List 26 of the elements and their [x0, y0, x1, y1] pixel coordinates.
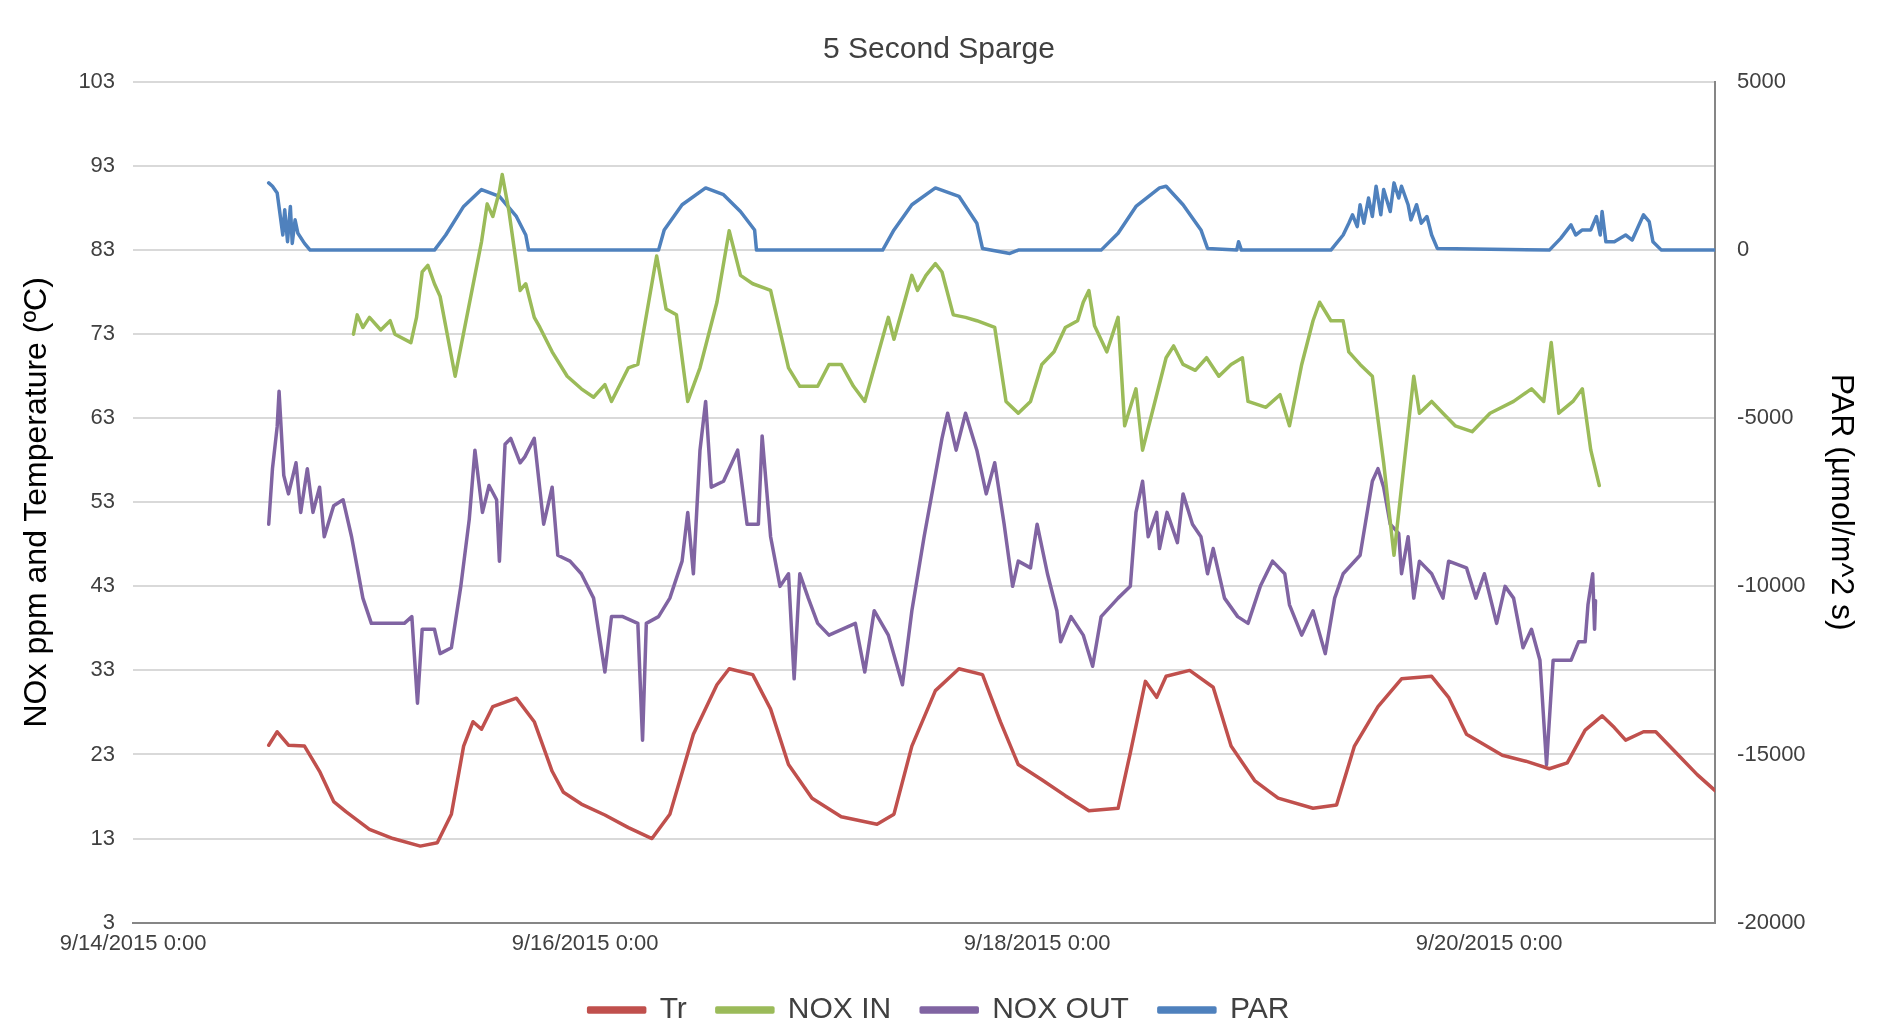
y2-tick-label: -15000 [1737, 740, 1806, 766]
y2-axis-title: PAR (µmol/m^2 s) [1824, 373, 1861, 631]
y-tick-label: 43 [90, 572, 116, 598]
chart-title: 5 Second Sparge [823, 31, 1055, 65]
legend-label: Tr [659, 991, 687, 1025]
y2-tick-label: 5000 [1737, 68, 1787, 94]
y-tick-label: 23 [90, 740, 116, 766]
y-tick-label: 93 [90, 152, 116, 178]
y-tick-label: 103 [78, 68, 116, 94]
y-tick-label: 73 [90, 320, 116, 346]
y-axis-title: NOx ppm and Temperature (ºC) [17, 277, 54, 728]
legend-label: NOX IN [787, 991, 892, 1025]
y-tick-label: 63 [90, 404, 116, 430]
x-tick-label: 9/20/2015 0:00 [1415, 929, 1563, 955]
y-tick-label: 13 [90, 824, 116, 850]
y-tick-label: 33 [90, 656, 116, 682]
y2-tick-label: 0 [1737, 236, 1750, 262]
x-tick-label: 9/18/2015 0:00 [963, 929, 1111, 955]
legend-label: NOX OUT [992, 991, 1129, 1025]
y-tick-label: 83 [90, 236, 116, 262]
legend-label: PAR [1229, 991, 1290, 1025]
y2-tick-label: -20000 [1737, 908, 1806, 934]
y2-tick-label: -5000 [1737, 404, 1794, 430]
y2-tick-label: -10000 [1737, 572, 1806, 598]
x-tick-label: 9/16/2015 0:00 [511, 929, 659, 955]
y-tick-label: 53 [90, 488, 116, 514]
